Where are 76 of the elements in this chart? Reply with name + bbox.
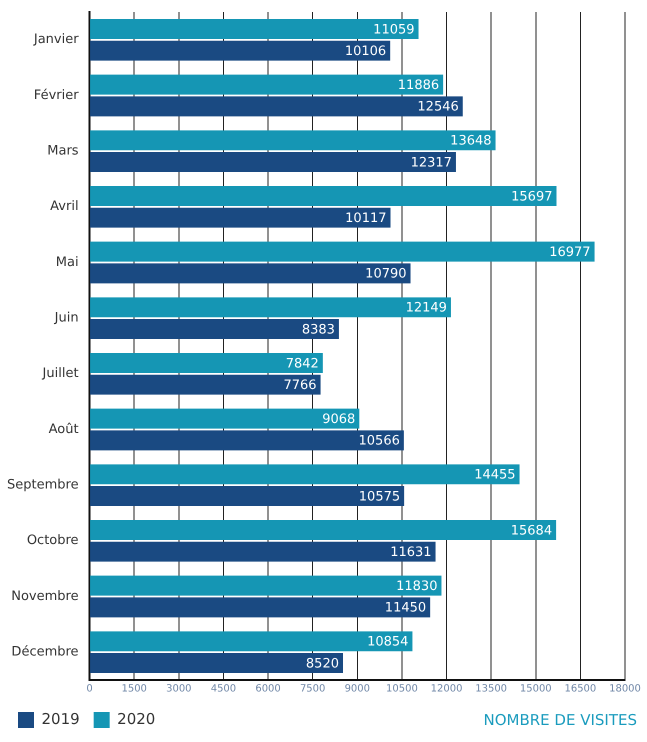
data-label: 15684: [510, 523, 552, 538]
data-label: 12317: [410, 155, 452, 170]
y-tick-label: Mars: [47, 144, 79, 159]
y-tick-label: Octobre: [26, 533, 79, 548]
bar: [90, 152, 456, 172]
y-tick-label: Août: [48, 422, 79, 437]
x-tick-label: 9000: [344, 684, 370, 695]
bar: [90, 597, 430, 618]
x-tick-label: 1500: [121, 684, 147, 695]
x-tick-label: 3000: [166, 684, 192, 695]
bar: [90, 96, 463, 116]
x-tick-label: 0: [86, 684, 93, 695]
x-axis-title: NOMBRE DE VISITES: [483, 710, 637, 729]
x-tick-label: 4500: [210, 684, 236, 695]
data-label: 10566: [358, 434, 400, 449]
data-label: 10117: [345, 211, 387, 226]
data-label: 16977: [549, 245, 591, 260]
x-tick-label: 18000: [609, 684, 641, 695]
data-label: 11059: [373, 22, 415, 38]
data-label: 10790: [365, 266, 407, 282]
bar: [90, 352, 323, 373]
data-label: 12149: [406, 300, 447, 316]
x-tick-label: 6000: [255, 684, 281, 695]
y-tick-label: Juillet: [42, 366, 79, 382]
bar: [90, 576, 442, 596]
data-label: 11830: [396, 579, 438, 594]
data-label: 7766: [283, 378, 317, 394]
x-tick-label: 7500: [300, 684, 326, 695]
data-label: 11886: [398, 78, 440, 94]
data-label: 12546: [417, 100, 459, 115]
y-tick-label: Décembre: [11, 644, 79, 660]
bar: [90, 297, 451, 318]
data-label: 10854: [367, 634, 408, 650]
bar: [90, 653, 344, 674]
data-label: 9068: [322, 412, 356, 428]
legend-label: 2019: [42, 710, 80, 728]
x-tick-label: 10500: [386, 684, 418, 695]
bar: [90, 263, 411, 284]
y-tick-label: Mai: [56, 254, 79, 270]
bar: [90, 464, 520, 484]
data-label: 13648: [450, 134, 492, 149]
bar: [90, 542, 436, 562]
data-label: 8520: [306, 656, 340, 672]
x-tick-label: 13500: [475, 684, 508, 695]
legend-label: 2020: [117, 710, 156, 728]
x-tick-label: 16500: [564, 684, 596, 695]
data-label: 14455: [474, 468, 516, 483]
y-tick-label: Septembre: [6, 478, 79, 493]
data-label: 7842: [286, 356, 319, 372]
x-tick-label: 12000: [430, 684, 462, 695]
bar: [90, 208, 391, 228]
y-tick-label: Novembre: [11, 588, 79, 604]
data-label: 10575: [358, 489, 400, 504]
bar: [90, 374, 321, 395]
bar: [90, 130, 496, 150]
bar: [90, 520, 556, 540]
bar: [90, 408, 360, 429]
bar: [90, 319, 339, 340]
bar: [90, 486, 404, 506]
data-label: 8383: [302, 322, 335, 338]
bar: [90, 242, 595, 262]
bar: [90, 18, 419, 39]
bar: [90, 40, 390, 61]
y-tick-label: Avril: [50, 199, 79, 214]
bar: [90, 631, 412, 652]
y-tick-label: Janvier: [32, 32, 80, 48]
data-label: 15697: [511, 189, 552, 204]
x-tick-label: 15000: [520, 684, 552, 695]
y-tick-label: Février: [34, 88, 80, 103]
bar: [90, 186, 556, 206]
data-label: 11450: [384, 600, 426, 616]
y-tick-label: Juin: [54, 310, 79, 326]
data-label: 11631: [390, 545, 432, 560]
bar: [90, 430, 404, 450]
bar: [90, 74, 444, 95]
data-label: 10106: [344, 44, 386, 60]
